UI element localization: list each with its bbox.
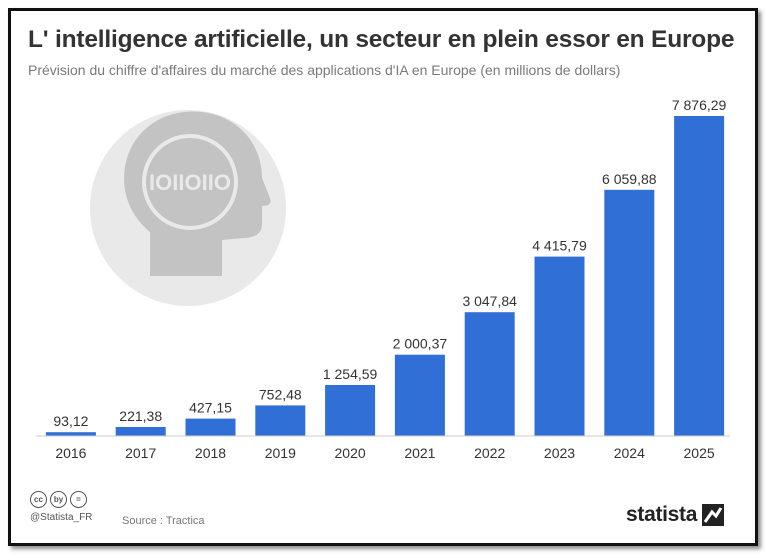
bar-2016: [45, 432, 96, 436]
chart-title: L' intelligence artificielle, un secteur…: [28, 26, 735, 53]
value-label-2020: 1 254,59: [323, 366, 378, 382]
x-tick-label-2018: 2018: [195, 445, 226, 461]
brand-name: statista: [626, 503, 698, 526]
x-tick-label-2017: 2017: [125, 445, 156, 461]
bar-2024: [604, 189, 655, 436]
value-label-2024: 6 059,88: [602, 171, 657, 187]
x-tick-label-2025: 2025: [684, 445, 715, 461]
bar-2020: [325, 385, 376, 436]
value-label-2023: 4 415,79: [532, 238, 587, 254]
value-label-2021: 2 000,37: [393, 336, 448, 352]
x-tick-label-2019: 2019: [265, 445, 296, 461]
statista-mark-icon: [702, 504, 725, 526]
no-derivatives-icon: =: [70, 491, 87, 508]
bar-2017: [115, 427, 166, 436]
bar-2022: [464, 312, 515, 436]
statista-logo[interactable]: statista: [626, 503, 725, 527]
x-tick-label-2024: 2024: [614, 445, 645, 461]
bar-2025: [674, 116, 725, 436]
chart-subtitle: Prévision du chiffre d'affaires du march…: [28, 62, 621, 78]
social-handle[interactable]: @Statista_FR: [30, 512, 93, 523]
bar-2019: [255, 405, 306, 436]
bar-2023: [534, 256, 585, 436]
value-label-2019: 752,48: [259, 386, 302, 402]
head-binary-icon: IOIIOIIO: [90, 110, 286, 306]
license-block: cc by = @Statista_FR: [30, 491, 92, 523]
x-tick-label-2022: 2022: [474, 445, 505, 461]
binary-text: IOIIOIIO: [149, 170, 231, 195]
value-label-2025: 7 876,29: [672, 97, 727, 113]
value-label-2017: 221,38: [119, 408, 162, 424]
source-note: Source : Tractica: [122, 515, 205, 527]
value-label-2022: 3 047,84: [462, 293, 517, 309]
x-tick-label-2021: 2021: [404, 445, 435, 461]
attribution-icon: by: [50, 491, 67, 508]
x-tick-label-2016: 2016: [55, 445, 86, 461]
bar-2021: [394, 354, 445, 436]
value-label-2018: 427,15: [189, 400, 232, 416]
x-tick-label-2023: 2023: [544, 445, 575, 461]
value-label-2016: 93,12: [53, 413, 88, 429]
bar-2018: [185, 418, 236, 436]
cc-license-icon: cc: [30, 491, 47, 508]
x-tick-label-2020: 2020: [335, 445, 366, 461]
